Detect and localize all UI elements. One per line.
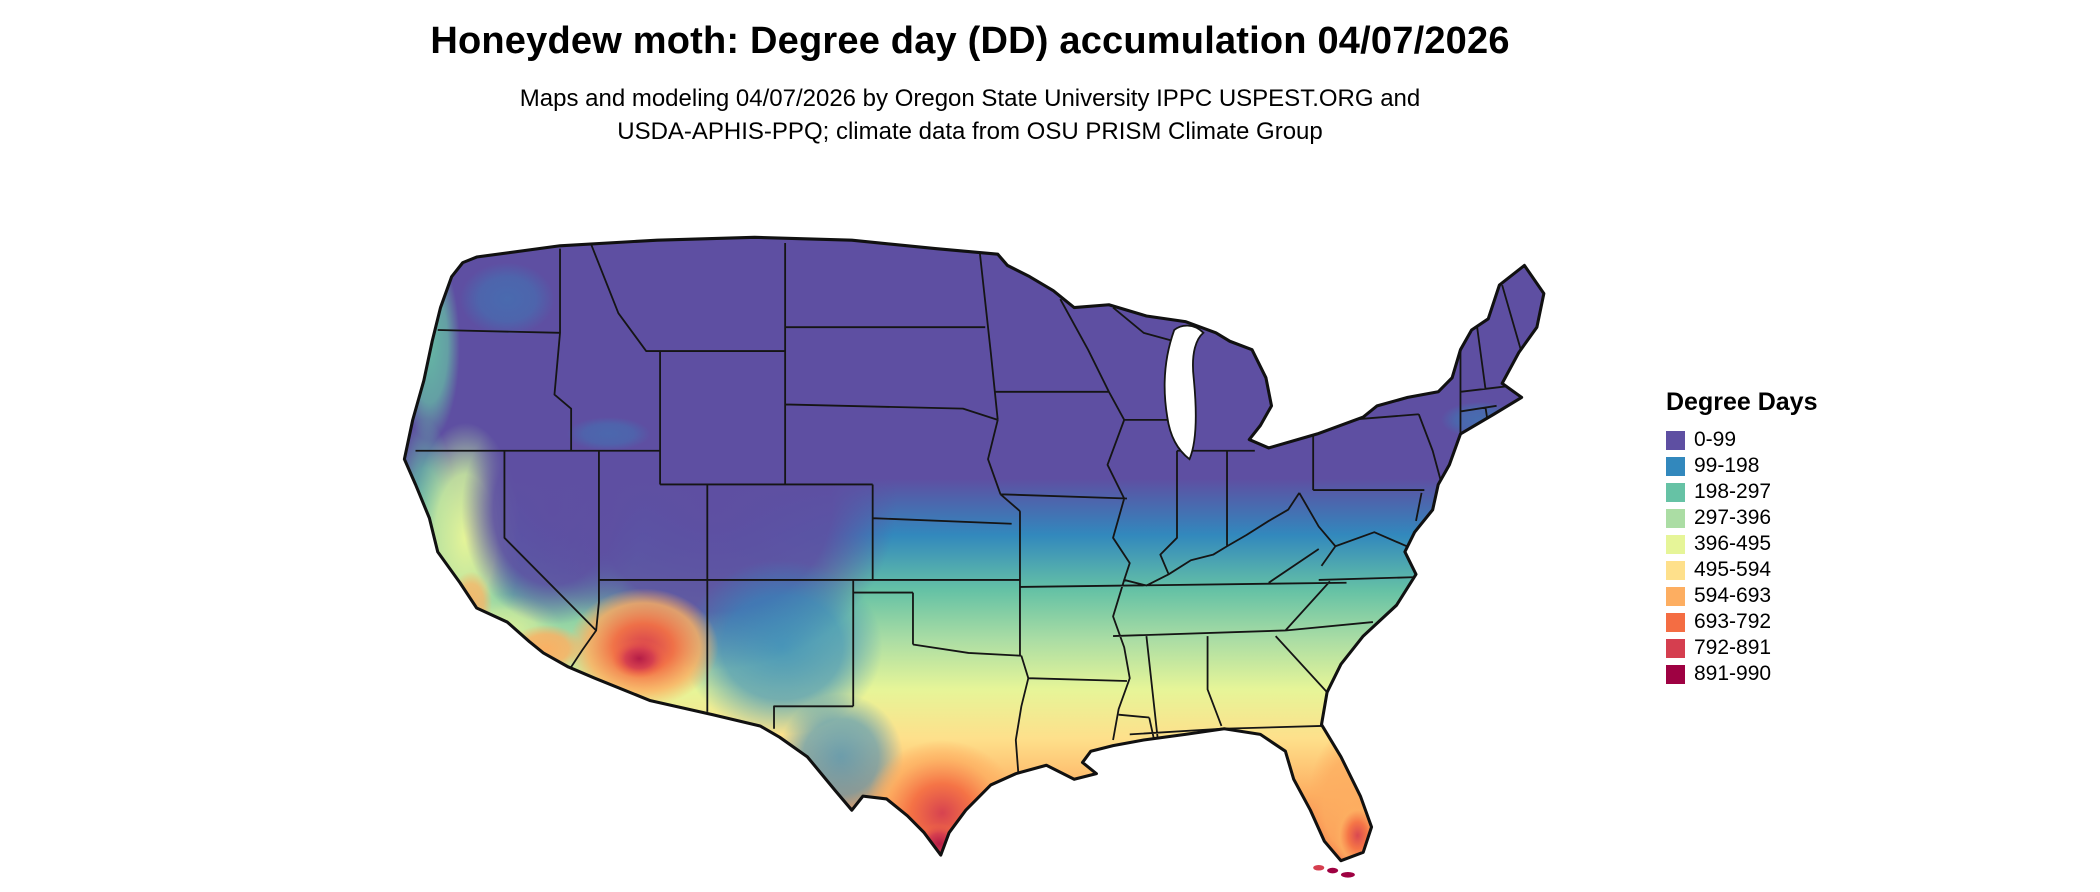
legend-color-swatch xyxy=(1666,508,1685,528)
legend-entry: 792-891 xyxy=(1666,635,1817,661)
legend-color-swatch xyxy=(1666,560,1685,580)
legend-entry: 891-990 xyxy=(1666,661,1817,687)
legend-color-swatch xyxy=(1666,612,1685,632)
legend-label: 495-594 xyxy=(1694,558,1772,581)
legend-label: 693-792 xyxy=(1694,610,1772,633)
lake-michigan xyxy=(1163,324,1205,461)
legend-color-swatch xyxy=(1666,534,1685,554)
legend: Degree Days 0-99 99-198 198-297 297-396 396-… xyxy=(1666,388,1817,687)
legend-label: 891-990 xyxy=(1694,662,1772,685)
legend-label: 99-198 xyxy=(1694,454,1760,477)
us-outline xyxy=(402,235,1546,863)
legend-entry: 693-792 xyxy=(1666,609,1817,635)
legend-entry: 594-693 xyxy=(1666,583,1817,609)
legend-entry: 297-396 xyxy=(1666,505,1817,531)
legend-label: 594-693 xyxy=(1694,584,1772,607)
degree-day-fill xyxy=(404,237,1544,861)
subtitle-line-1: Maps and modeling 04/07/2026 by Oregon S… xyxy=(519,85,1421,112)
page-title: Honeydew moth: Degree day (DD) accumulat… xyxy=(430,20,1510,62)
legend-color-swatch xyxy=(1666,482,1685,502)
legend-color-swatch xyxy=(1666,430,1685,450)
legend-color-swatch xyxy=(1666,586,1685,606)
legend-label: 297-396 xyxy=(1694,506,1772,529)
state-borders xyxy=(415,242,1523,777)
legend-color-swatch xyxy=(1666,638,1685,658)
legend-entry: 0-99 xyxy=(1666,427,1817,453)
legend-entry: 495-594 xyxy=(1666,557,1817,583)
legend-label: 198-297 xyxy=(1694,480,1772,503)
legend-label: 396-495 xyxy=(1694,532,1772,555)
legend-color-swatch xyxy=(1666,664,1685,684)
legend-color-swatch xyxy=(1666,456,1685,476)
legend-label: 0-99 xyxy=(1694,428,1737,451)
legend-entry: 396-495 xyxy=(1666,531,1817,557)
legend-entry: 198-297 xyxy=(1666,479,1817,505)
florida-keys xyxy=(1313,864,1355,878)
us-degree-day-map xyxy=(296,184,1630,886)
legend-entry: 99-198 xyxy=(1666,453,1817,479)
legend-title: Degree Days xyxy=(1666,388,1818,416)
legend-entries: 0-99 99-198 198-297 297-396 396-495 495-594 59… xyxy=(1666,427,1817,687)
us-map-svg xyxy=(402,235,1546,878)
subtitle-line-2: USDA-APHIS-PPQ; climate data from OSU PR… xyxy=(617,118,1323,146)
legend-label: 792-891 xyxy=(1694,636,1772,659)
subtitle: Maps and modeling 04/07/2026 by Oregon S… xyxy=(0,82,1940,148)
